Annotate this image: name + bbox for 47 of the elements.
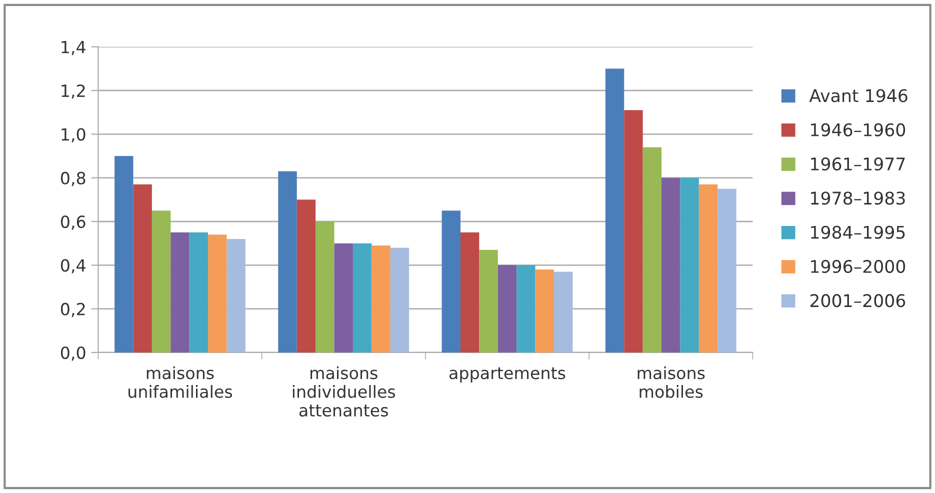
bar (498, 265, 517, 352)
bar (208, 234, 227, 352)
bar (460, 232, 480, 352)
y-tick-label: 0,0 (60, 346, 86, 361)
bar (718, 188, 736, 352)
bar (316, 222, 334, 352)
bar (479, 250, 498, 352)
bar (352, 243, 372, 352)
y-tick-label: 1,2 (62, 84, 85, 99)
bar (114, 156, 134, 352)
bar (296, 200, 316, 352)
y-tick-label: 0,4 (60, 259, 86, 274)
bar (170, 232, 190, 352)
bar (226, 238, 246, 352)
bar (442, 210, 460, 352)
bar (535, 270, 554, 352)
x-tick-label: appartements (449, 367, 566, 383)
x-tick-label: maisons mobiles (638, 366, 705, 398)
bar (372, 246, 390, 352)
x-tick-label: maisons unifamiliales (128, 366, 232, 398)
legend-label: 1996–2000 (811, 260, 906, 274)
bar (278, 171, 297, 352)
bar (698, 184, 718, 352)
bar (390, 248, 410, 352)
legend-label: Avant 1946 (809, 89, 908, 102)
legend-label: 1984–1995 (811, 226, 905, 239)
y-tick-label: 0,8 (60, 172, 86, 186)
bar (554, 272, 573, 352)
x-tick-label: maisons individuelles attenantes (292, 366, 396, 417)
legend-label: 2001–2006 (810, 294, 906, 308)
bar (605, 68, 624, 352)
y-tick-label: 1,4 (62, 41, 86, 56)
bar (133, 184, 152, 352)
bar (334, 243, 353, 352)
bar (152, 210, 171, 352)
bar (662, 178, 680, 352)
legend-label: 1978–1983 (811, 192, 905, 205)
bar (642, 147, 662, 352)
y-tick-label: 0,6 (60, 215, 86, 230)
bar (680, 178, 699, 352)
legend-label: 1946–1960 (811, 123, 906, 136)
bar (189, 232, 208, 352)
y-tick-label: 0,2 (60, 302, 85, 318)
bar (516, 265, 536, 352)
bar (624, 110, 643, 352)
y-tick-label: 1,0 (62, 128, 86, 142)
legend-label: 1961–1977 (811, 157, 905, 171)
